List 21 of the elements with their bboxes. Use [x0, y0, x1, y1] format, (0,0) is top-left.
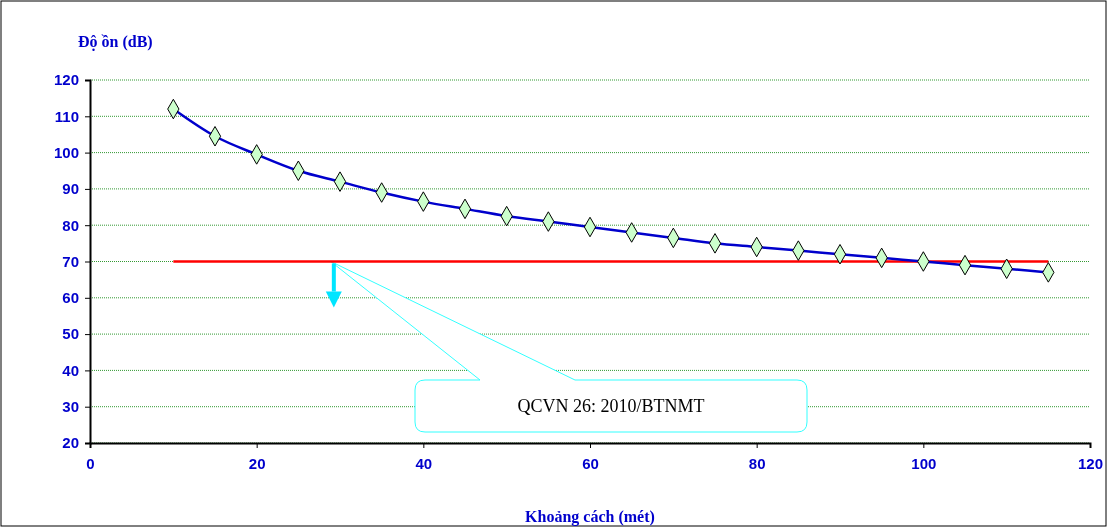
- y-axis-title: Độ ồn (dB): [78, 33, 153, 51]
- x-tick-label: 40: [415, 454, 433, 472]
- x-tick-label: 60: [582, 454, 599, 472]
- y-tick-label: 80: [62, 216, 79, 234]
- y-tick-label: 40: [62, 361, 79, 379]
- y-tick-label: 50: [62, 325, 79, 343]
- y-tick-label: 90: [62, 180, 79, 198]
- y-tick-label: 100: [53, 143, 79, 161]
- x-tick-label: 80: [748, 454, 766, 472]
- x-tick-label: 100: [911, 454, 937, 472]
- x-tick-label: 20: [248, 454, 266, 472]
- annotation: QCVN 26: 2010/BTNMT: [517, 396, 705, 416]
- y-tick-label: 20: [62, 434, 79, 452]
- y-tick-label: 110: [54, 107, 79, 125]
- x-axis-title: Khoảng cách (mét): [525, 508, 655, 526]
- y-tick-label: 70: [62, 252, 79, 270]
- x-tick-label: 0: [86, 454, 95, 472]
- y-tick-label: 30: [62, 398, 79, 415]
- y-tick-label: 60: [62, 289, 79, 307]
- x-tick-label: 120: [1077, 454, 1104, 472]
- y-tick-label: 120: [53, 71, 79, 89]
